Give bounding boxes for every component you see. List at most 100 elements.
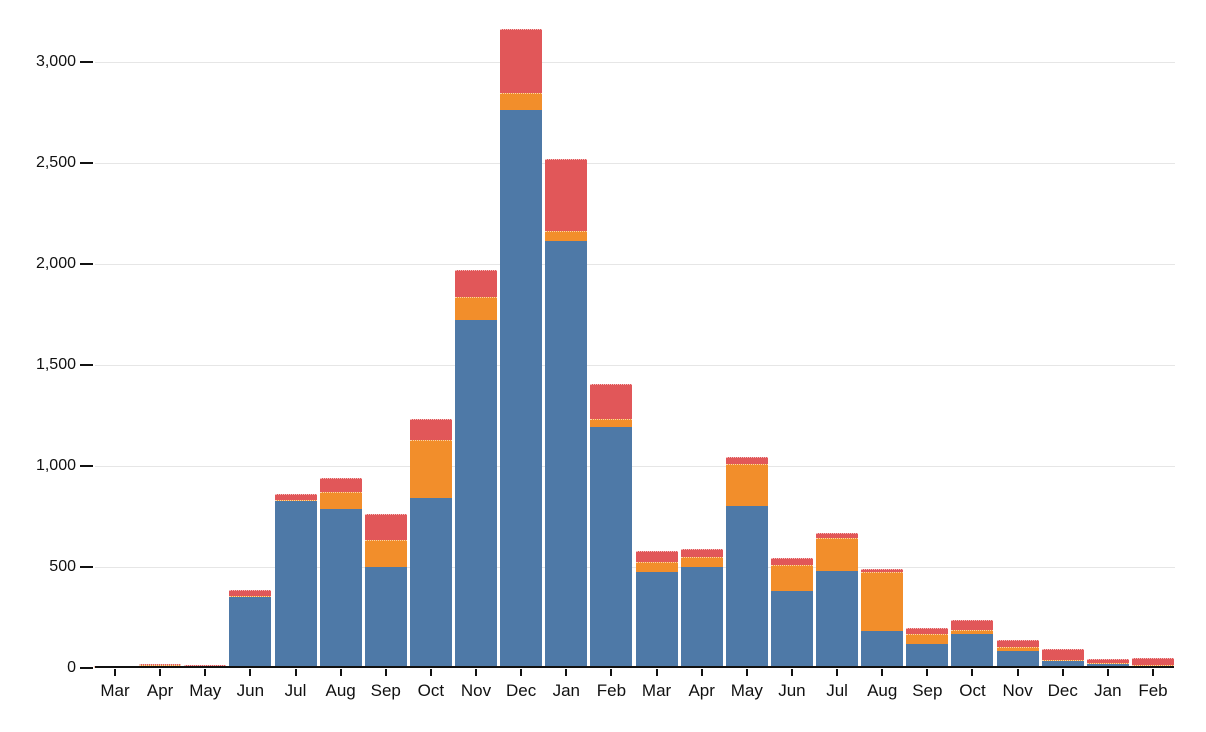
bar-segment-blue	[906, 643, 949, 668]
bar-segment-orange	[635, 561, 678, 573]
y-axis-tick	[80, 566, 93, 568]
x-axis-label: Aug	[867, 681, 898, 700]
bar-segment-red	[1041, 648, 1084, 660]
bar-segment-orange	[409, 439, 452, 499]
x-axis-tick	[565, 669, 568, 676]
bar-segment-orange	[725, 463, 768, 507]
bar-segment-blue	[861, 630, 904, 668]
bar-segment-red	[184, 665, 227, 667]
x-axis-label: Oct	[417, 681, 445, 700]
bar-segment-orange	[229, 596, 272, 598]
bar-segment-red	[680, 548, 723, 557]
bar-segment-blue	[1041, 660, 1084, 668]
bar-4-jun	[229, 590, 272, 668]
bar-segment-orange	[1041, 659, 1084, 661]
bar-segment-blue	[816, 571, 859, 668]
y-axis-tick-label: 1,000	[35, 457, 76, 474]
bar-segment-red	[816, 532, 859, 538]
x-axis-label: Feb	[596, 681, 627, 700]
bar-segment-red	[635, 550, 678, 562]
bar-23-jan	[1086, 658, 1129, 668]
x-axis-label: Apr	[146, 681, 174, 700]
x-axis-label: Aug	[325, 681, 356, 700]
x-axis-tick	[339, 669, 342, 676]
bar-segment-orange	[770, 564, 813, 592]
bar-segment-orange	[139, 665, 182, 667]
gridline	[95, 162, 1175, 164]
x-axis-tick	[1061, 669, 1064, 676]
x-axis-tick	[790, 669, 793, 676]
bar-segment-red	[996, 639, 1039, 647]
x-axis-label: Jun	[236, 681, 265, 700]
x-axis-label: Oct	[959, 681, 986, 700]
gridline	[95, 61, 1175, 63]
x-axis-tick	[1016, 669, 1019, 676]
bar-21-nov	[996, 639, 1039, 668]
bar-segment-blue	[319, 509, 362, 668]
bar-segment-blue	[635, 572, 678, 668]
bar-segment-orange	[861, 572, 904, 631]
bar-10-dec	[500, 28, 543, 668]
bar-segment-blue	[590, 426, 633, 668]
y-axis-tick-label: 1,500	[35, 356, 76, 373]
gridline	[95, 465, 1175, 467]
x-axis-label: Dec	[506, 681, 537, 700]
x-axis-tick	[204, 669, 207, 676]
x-axis-tick	[881, 669, 884, 676]
bar-segment-red	[319, 478, 362, 493]
y-axis-tick-label: 2,000	[35, 255, 76, 272]
bar-6-aug	[319, 478, 362, 668]
bar-segment-red	[455, 270, 498, 298]
bar-8-oct	[409, 418, 452, 668]
x-axis-tick	[114, 669, 116, 676]
gridline	[95, 364, 1175, 366]
x-axis-label: Jul	[826, 681, 848, 700]
x-axis-line	[95, 666, 1174, 668]
bar-segment-orange	[545, 230, 588, 241]
x-axis-label: Dec	[1047, 681, 1078, 700]
bar-segment-red	[906, 627, 949, 634]
x-axis-label: Mar	[641, 681, 672, 700]
bar-5-jul	[274, 494, 317, 668]
x-axis-label: Nov	[1002, 681, 1033, 700]
x-axis-label: Mar	[100, 681, 130, 700]
y-axis-tick	[80, 667, 93, 669]
bar-segment-red	[590, 384, 633, 419]
bar-segment-orange	[996, 646, 1039, 651]
bar-segment-orange	[455, 297, 498, 320]
bar-22-dec	[1041, 648, 1084, 668]
bar-segment-red	[951, 619, 994, 630]
bar-segment-red	[409, 418, 452, 440]
x-axis-tick	[475, 669, 478, 676]
x-axis-tick	[384, 669, 387, 676]
x-axis-label: Jan	[1094, 681, 1122, 700]
x-axis-tick	[520, 669, 523, 676]
bar-segment-orange	[951, 629, 994, 634]
bar-segment-red	[725, 456, 768, 464]
x-axis-label: Jul	[284, 681, 307, 700]
bar-segment-blue	[500, 110, 543, 668]
y-axis-tick	[80, 263, 93, 265]
bar-segment-blue	[545, 240, 588, 668]
x-axis-tick	[294, 669, 297, 676]
bar-17-jul	[816, 532, 859, 668]
bar-segment-blue	[409, 498, 452, 668]
bar-9-nov	[455, 270, 498, 668]
bar-segment-red	[1131, 658, 1174, 666]
bar-segment-red	[500, 28, 543, 94]
bar-13-mar	[635, 550, 678, 668]
bar-segment-red	[274, 494, 317, 501]
x-axis-tick	[926, 669, 929, 676]
y-axis-tick-label: 500	[49, 558, 76, 575]
bar-segment-orange	[816, 537, 859, 572]
bar-segment-orange	[500, 93, 543, 111]
bar-segment-red	[770, 557, 813, 565]
bar-segment-blue	[680, 567, 723, 668]
x-axis-tick	[429, 669, 432, 676]
x-axis-label: Sep	[912, 681, 943, 700]
y-axis-tick-label: 0	[67, 659, 76, 676]
bar-11-jan	[545, 158, 588, 668]
bar-segment-blue	[274, 501, 317, 668]
bar-segment-orange	[319, 492, 362, 510]
